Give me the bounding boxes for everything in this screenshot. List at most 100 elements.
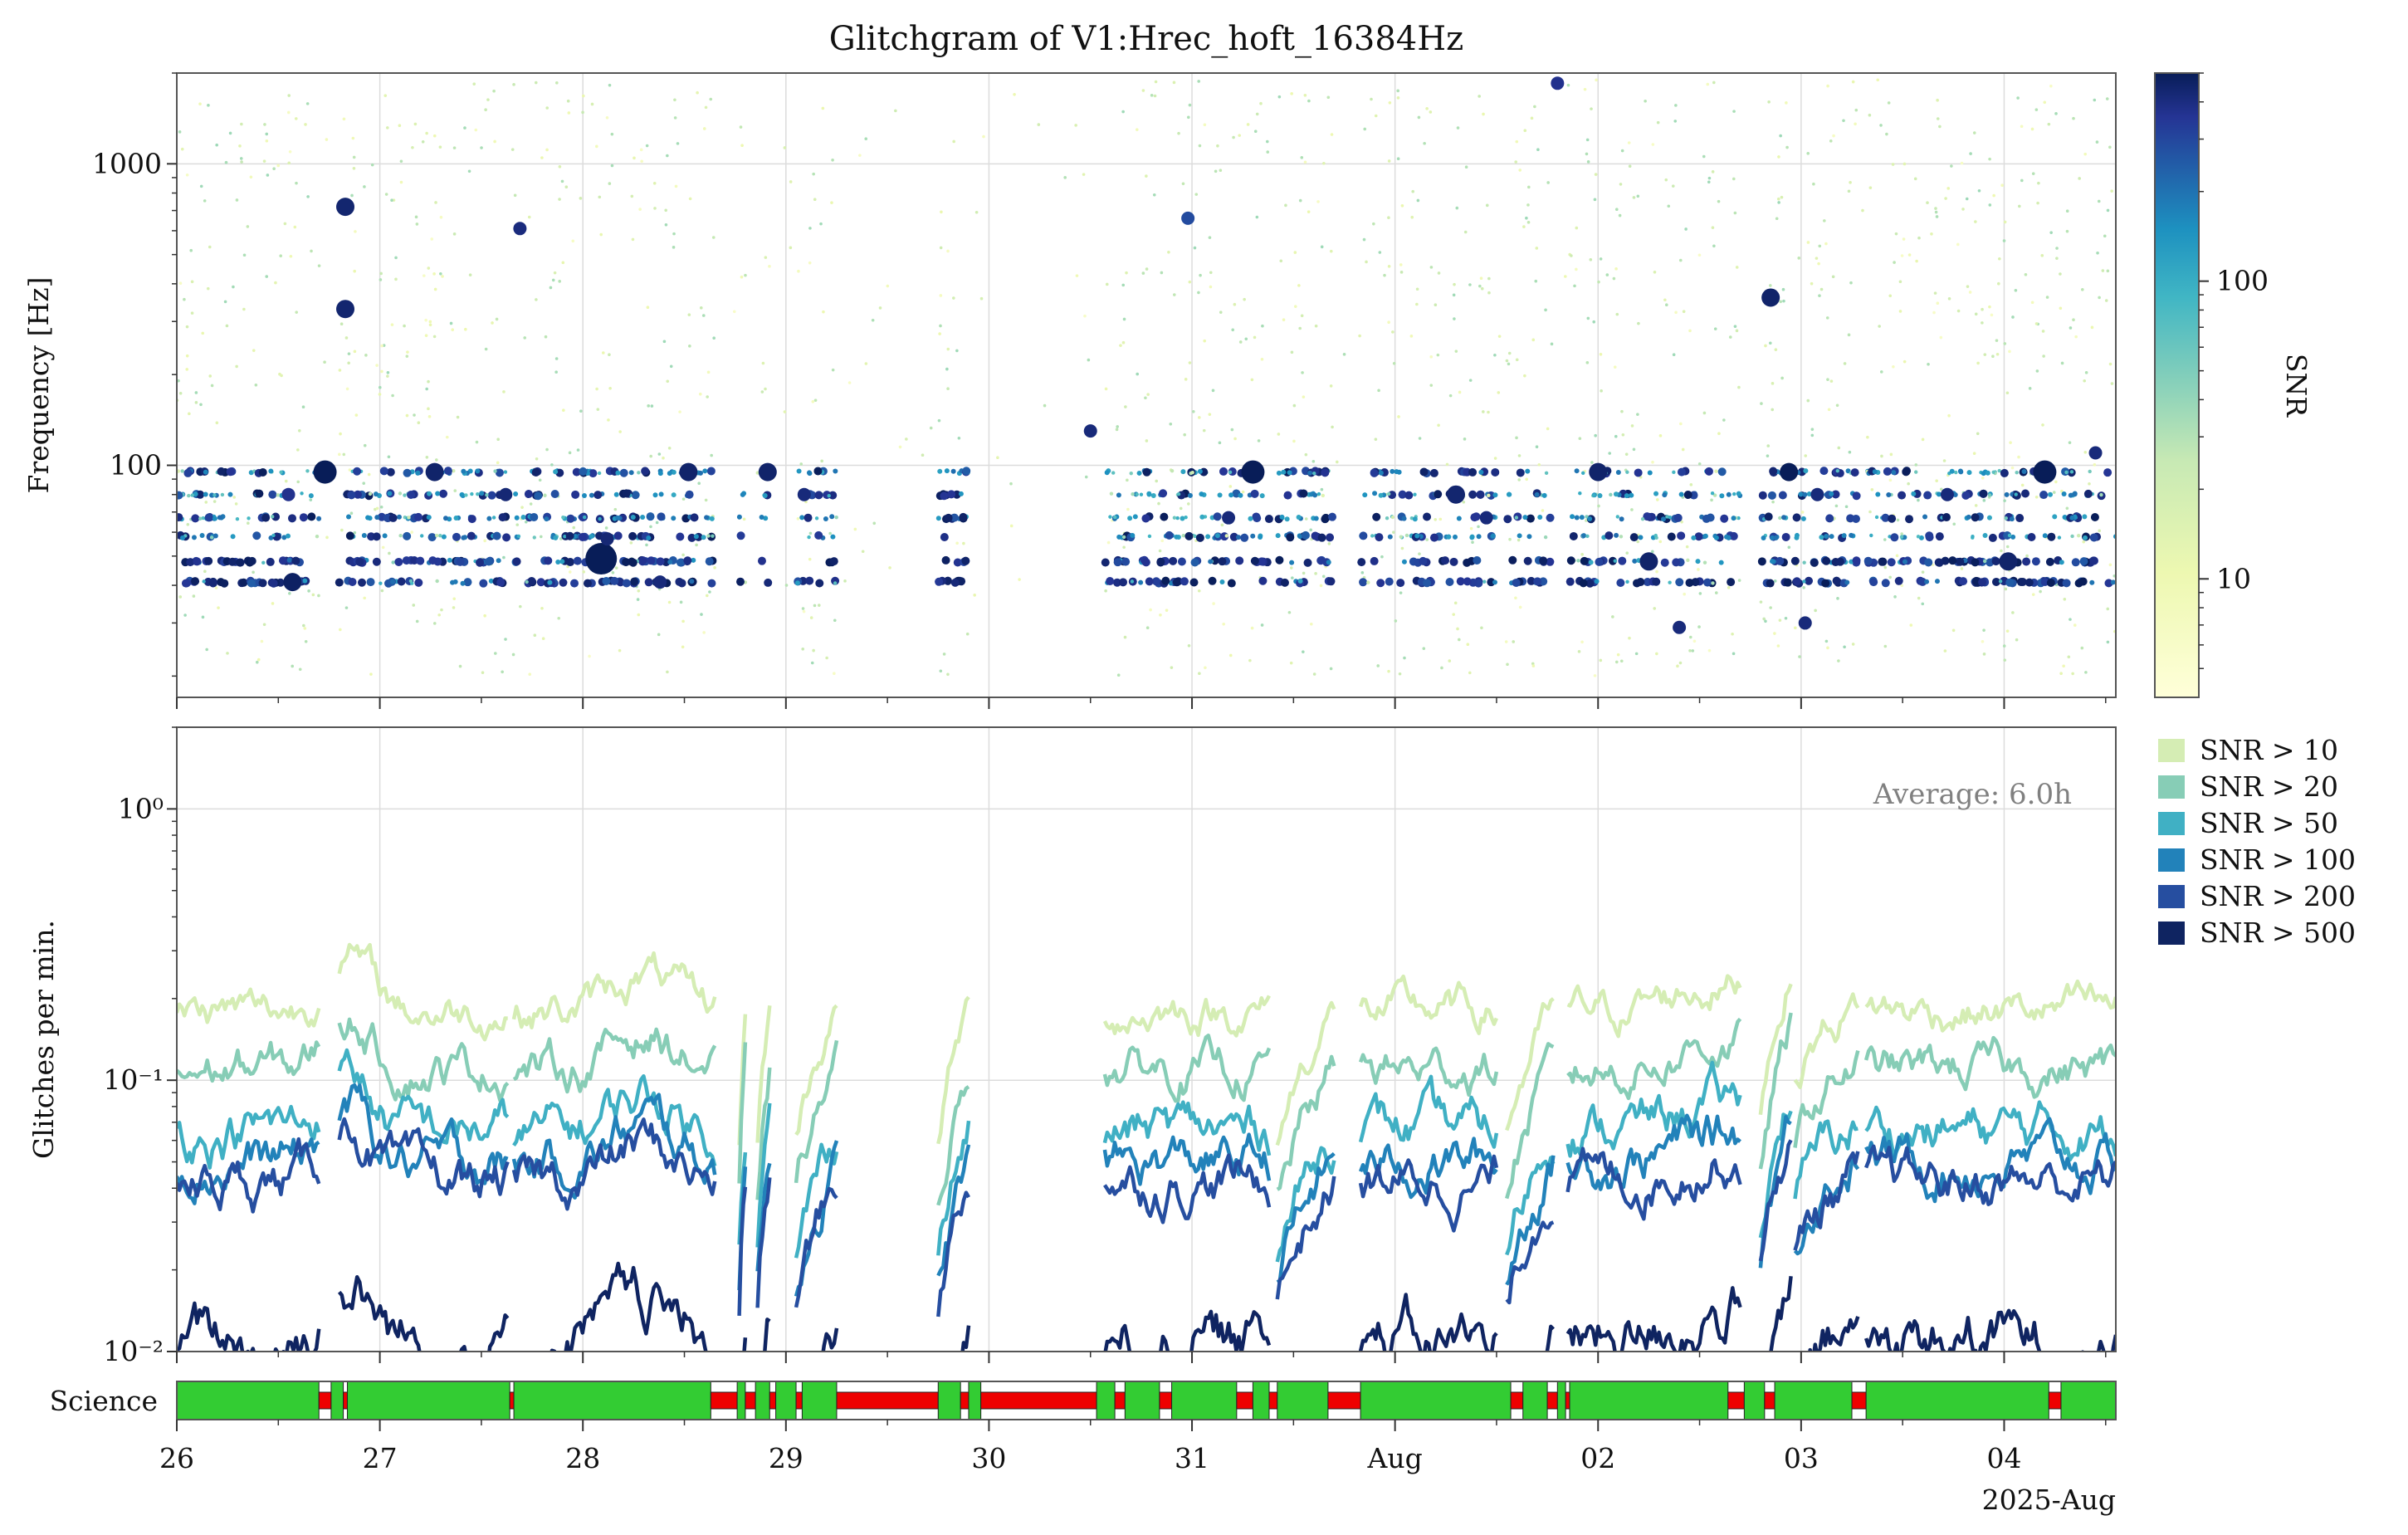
glitch-point	[403, 531, 412, 540]
glitch-point	[1776, 197, 1780, 201]
glitch-point	[2089, 556, 2098, 565]
glitch-point	[310, 249, 313, 253]
glitch-point	[1590, 107, 1593, 110]
glitch-point	[1546, 181, 1550, 184]
glitch-point	[2097, 199, 2101, 203]
glitch-point	[1664, 178, 1668, 182]
glitch-point	[545, 148, 549, 152]
science-segment-bar: Science	[50, 1381, 2117, 1420]
glitch-point	[1469, 535, 1475, 540]
glitch-point	[667, 446, 672, 450]
glitch-point	[1453, 601, 1458, 605]
glitch-point	[1372, 222, 1375, 226]
glitch-point	[2003, 220, 2007, 224]
glitch-point	[2083, 489, 2093, 498]
glitch-point	[1673, 120, 1678, 123]
glitch-point	[608, 182, 612, 185]
glitch-point	[572, 526, 576, 530]
glitch-point	[1768, 341, 1772, 345]
glitch-point	[2108, 362, 2112, 366]
glitch-point	[193, 491, 198, 497]
glitch-point	[439, 489, 448, 498]
glitch-point	[1253, 130, 1258, 134]
glitch-point	[1575, 226, 1579, 230]
glitch-point	[440, 608, 443, 612]
loud-glitch	[1639, 552, 1658, 571]
glitch-point	[502, 555, 506, 560]
glitch-point	[1374, 438, 1378, 441]
glitch-point	[2003, 530, 2012, 540]
glitch-point	[461, 535, 466, 540]
glitch-point	[1869, 533, 1873, 538]
glitch-point	[272, 167, 276, 171]
glitch-point	[2108, 145, 2112, 149]
glitch-point	[1934, 579, 1940, 584]
glitch-point	[647, 556, 656, 565]
glitch-point	[2039, 491, 2049, 500]
glitch-point	[1290, 92, 1293, 95]
glitch-point	[2083, 535, 2088, 540]
glitch-point	[1632, 447, 1636, 452]
glitch-point	[633, 156, 636, 160]
glitch-point	[1113, 558, 1122, 567]
glitch-point	[459, 491, 465, 497]
glitch-point	[2024, 272, 2028, 276]
glitch-point	[1170, 468, 1175, 473]
glitch-point	[1566, 556, 1575, 565]
glitch-point	[1898, 310, 1902, 313]
rate-line-6	[1103, 1309, 1272, 1352]
glitch-point	[1136, 372, 1140, 376]
glitch-point	[1936, 491, 1942, 497]
glitch-point	[382, 533, 388, 539]
glitch-point	[813, 398, 818, 402]
glitch-point	[1939, 335, 1943, 340]
glitch-point	[1766, 579, 1775, 588]
glitch-point	[1952, 522, 1956, 526]
glitch-point	[190, 493, 194, 497]
glitch-point	[809, 616, 813, 619]
glitch-point	[1314, 572, 1317, 575]
glitch-point	[1676, 664, 1679, 668]
mid-gridlines	[176, 727, 2116, 1352]
rate-line-3	[177, 1104, 321, 1170]
rate-lines	[177, 942, 2116, 1352]
glitch-point	[1722, 418, 1726, 422]
glitch-point	[1727, 586, 1731, 589]
glitch-point	[1612, 276, 1616, 281]
glitch-point	[255, 489, 264, 498]
glitch-point	[2034, 495, 2039, 499]
glitch-point	[498, 513, 507, 522]
glitch-point	[492, 531, 501, 540]
glitch-point	[593, 491, 603, 500]
glitch-point	[550, 463, 554, 467]
glitch-point	[1775, 217, 1779, 221]
glitch-point	[1218, 441, 1222, 445]
glitch-point	[372, 532, 381, 541]
glitch-point	[613, 531, 623, 540]
glitch-point	[2011, 315, 2015, 319]
glitch-point	[1297, 578, 1303, 584]
glitch-point	[2106, 269, 2110, 273]
glitch-point	[1713, 535, 1719, 540]
glitch-point	[1707, 648, 1712, 653]
glitch-point	[1717, 432, 1721, 436]
glitch-point	[1457, 638, 1461, 642]
glitch-point	[1165, 609, 1169, 612]
glitch-point	[679, 600, 683, 604]
glitch-point	[204, 513, 213, 522]
glitch-point	[425, 387, 428, 391]
glitch-point	[1289, 661, 1293, 665]
glitch-point	[1605, 531, 1614, 540]
glitch-point	[1599, 257, 1603, 261]
glitch-point	[656, 557, 665, 566]
glitch-point	[1209, 271, 1213, 275]
glitch-point	[615, 470, 621, 476]
glitch-point	[1758, 491, 1767, 500]
glitch-point	[538, 478, 542, 482]
glitch-point	[608, 353, 611, 356]
glitch-point	[2055, 257, 2059, 260]
glitch-point	[2014, 492, 2018, 496]
glitch-point	[1487, 276, 1491, 281]
glitch-point	[946, 387, 950, 390]
